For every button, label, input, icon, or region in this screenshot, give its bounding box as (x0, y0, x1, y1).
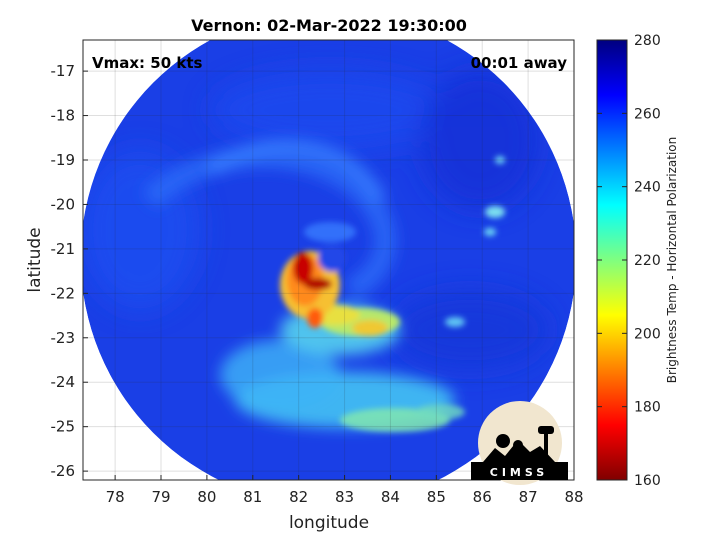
y-tick-label: -18 (51, 107, 76, 125)
colorbar-tick-label: 200 (634, 326, 661, 342)
y-tick-label: -22 (51, 284, 76, 302)
colorbar-label: Brightness Temp - Horizontal Polarizatio… (665, 137, 679, 384)
y-tick-label: -19 (51, 151, 76, 169)
y-tick-label: -21 (51, 240, 76, 258)
y-tick-label: -23 (51, 329, 76, 347)
x-axis-label: longitude (289, 513, 369, 533)
y-tick-label: -20 (51, 195, 76, 213)
colorbar: 280 260 240 220 200 180 160 Brightness Temp - … (596, 33, 679, 489)
x-tick-label: 81 (243, 488, 262, 506)
x-tick-label: 85 (427, 488, 446, 506)
vmax-annotation: Vmax: 50 kts (92, 54, 202, 72)
axes-frame (82, 39, 575, 481)
outer-rain-band-west (220, 340, 340, 410)
chart-title: Vernon: 02-Mar-2022 19:30:00 (191, 16, 467, 35)
colorbar-tick-label: 220 (634, 253, 661, 269)
colorbar-tick-label: 280 (634, 33, 661, 49)
y-tick-label: -25 (51, 418, 76, 436)
dark-region-east (390, 290, 550, 370)
spiral-band-north (206, 139, 387, 204)
time-offset-annotation: 00:01 away (471, 54, 568, 72)
colorbar-tick-label: 240 (634, 180, 661, 196)
spiral-band-outer (142, 146, 397, 300)
x-tick-label: 86 (473, 488, 492, 506)
eyewall-core (293, 252, 313, 284)
x-axis-ticks: 78 79 80 81 82 83 84 85 86 87 88 (106, 475, 584, 506)
eye (318, 244, 346, 272)
x-tick-label: 82 (289, 488, 308, 506)
colorbar-tick-label: 180 (634, 400, 661, 416)
logo-text: CIMSS (490, 466, 548, 479)
colorbar-tick-label: 260 (634, 106, 661, 122)
x-tick-label: 87 (519, 488, 538, 506)
x-tick-label: 83 (335, 488, 354, 506)
swath-imagery (83, 40, 574, 480)
x-tick-label: 84 (381, 488, 400, 506)
dark-region-northeast (420, 70, 540, 210)
east-cells (485, 206, 505, 218)
cimss-logo: CIMSS (471, 401, 568, 485)
y-tick-label: -17 (51, 62, 76, 80)
x-tick-label: 88 (564, 488, 583, 506)
y-tick-label: -26 (51, 462, 76, 480)
y-tick-label: -24 (51, 373, 76, 391)
x-tick-label: 80 (197, 488, 216, 506)
y-axis-label: latitude (25, 227, 45, 292)
x-tick-label: 78 (106, 488, 125, 506)
y-axis-ticks: -17 -18 -19 -20 -21 -22 -23 -24 -25 -26 (51, 62, 88, 480)
warm-patch-north (210, 70, 450, 150)
x-tick-label: 79 (151, 488, 170, 506)
colorbar-tick-label: 160 (634, 473, 661, 489)
colorbar-ticks: 280 260 240 220 200 180 160 (597, 33, 661, 489)
